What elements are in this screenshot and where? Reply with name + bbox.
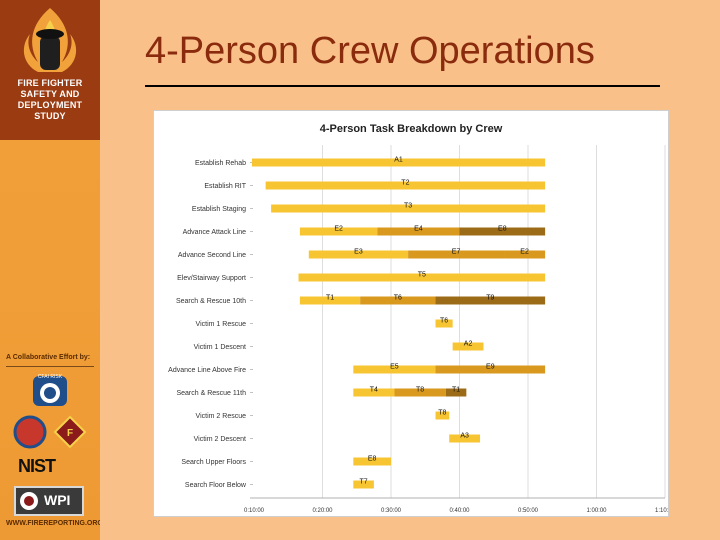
cfai-risk-icon — [40, 383, 60, 403]
website-link[interactable]: WWW.FIREREPORTING.ORG — [6, 520, 103, 527]
task-bar-segment — [308, 250, 409, 259]
task-bar-segment — [445, 388, 467, 397]
task-label: Search & Rescue 11th — [176, 390, 246, 397]
x-tick-label: 0:20:00 — [312, 508, 333, 514]
crew-label: T8 — [438, 410, 446, 417]
task-bar-segment — [459, 227, 546, 236]
crew-label: E7 — [452, 249, 461, 256]
task-label: Advance Second Line — [178, 252, 246, 259]
crew-label: T5 — [418, 272, 426, 279]
nist-logo: NIST — [18, 456, 56, 476]
task-bar-segment — [435, 319, 453, 328]
task-label: Search & Rescue 10th — [176, 298, 246, 305]
firefighter-logo-icon — [23, 8, 77, 72]
crew-label: E2 — [520, 249, 529, 256]
task-bar-segment — [394, 388, 446, 397]
task-bar-segment — [353, 365, 436, 374]
task-bar-segment — [377, 227, 460, 236]
task-label: Search Upper Floors — [181, 459, 246, 466]
crew-label: T1 — [326, 295, 334, 302]
crew-label: T6 — [394, 295, 402, 302]
task-bar-segment — [408, 250, 505, 259]
task-bar-segment — [271, 204, 546, 213]
crew-label: E9 — [486, 364, 495, 371]
task-label: Establish RIT — [204, 183, 246, 190]
task-label: Search Floor Below — [185, 482, 247, 489]
x-tick-label: 1:00:00 — [586, 508, 607, 514]
task-bar-segment — [360, 296, 436, 305]
crew-label: T4 — [370, 387, 378, 394]
task-bar-segment — [435, 411, 450, 420]
slide-title: 4-Person Crew Operations — [145, 30, 595, 72]
task-label: Advance Line Above Fire — [168, 367, 246, 374]
task-label: Advance Attack Line — [183, 229, 247, 236]
crew-label: E2 — [334, 226, 343, 233]
wpi-seal-icon — [20, 492, 38, 510]
task-bar-segment — [435, 296, 546, 305]
crew-label: E5 — [390, 364, 399, 371]
x-tick-label: 1:10:00 — [655, 508, 668, 514]
task-bar-segment — [504, 250, 546, 259]
task-label: Victim 1 Descent — [194, 344, 246, 351]
crew-label: T2 — [401, 180, 409, 187]
x-tick-label: 0:40:00 — [449, 508, 470, 514]
svg-text:F: F — [67, 428, 73, 439]
crew-label: T6 — [440, 318, 448, 325]
task-bar-segment — [299, 296, 361, 305]
chart-title: 4-Person Task Breakdown by Crew — [319, 123, 503, 135]
x-tick-label: 0:30:00 — [381, 508, 402, 514]
task-bar-segment — [299, 227, 378, 236]
task-label: Victim 2 Rescue — [196, 413, 247, 420]
task-label: Elev/Stairway Support — [177, 275, 246, 282]
collaborative-label: A Collaborative Effort by: — [6, 354, 91, 361]
crew-label: T9 — [486, 295, 494, 302]
wpi-label: WPI — [44, 492, 71, 508]
crew-label: E8 — [498, 226, 507, 233]
gantt-plot: 0:10:00 0:20:00 0:30:00 0:40:00 0:50:00 1:00:… — [168, 145, 668, 514]
task-label: Victim 2 Descent — [194, 436, 246, 443]
crew-label: T1 — [452, 387, 460, 394]
crew-label: A3 — [460, 433, 469, 440]
x-tick-label: 0:10:00 — [244, 508, 265, 514]
x-tick-label: 0:50:00 — [518, 508, 539, 514]
cfai-badge — [33, 376, 67, 406]
logo-text: FIRE FIGHTER SAFETY AND DEPLOYMENT STUDY — [17, 78, 83, 121]
task-bar-segment — [452, 342, 484, 351]
fire-department-badges-icon: F — [13, 415, 87, 449]
title-rule — [145, 85, 660, 87]
crew-label: E8 — [368, 456, 377, 463]
gantt-chart: 4-Person Task Breakdown by Crew 0:10:00 0… — [153, 110, 669, 517]
collab-rule — [6, 366, 94, 367]
crew-label: T7 — [360, 479, 368, 486]
title-area — [100, 0, 720, 105]
task-label: Establish Staging — [192, 206, 246, 213]
task-bar-segment — [353, 388, 395, 397]
task-bar-segment — [449, 434, 481, 443]
task-bar-segment — [265, 181, 546, 190]
task-bar-segment — [435, 365, 546, 374]
task-label: Establish Rehab — [195, 160, 246, 167]
crew-label: A1 — [394, 157, 403, 164]
wpi-logo: WPI — [14, 486, 84, 516]
task-bar-segment — [251, 158, 546, 167]
sidebar: FIRE FIGHTER SAFETY AND DEPLOYMENT STUDY… — [0, 0, 103, 540]
cfai-label: CFAI RISK — [37, 374, 63, 380]
crew-label: T3 — [404, 203, 412, 210]
task-label: Victim 1 Rescue — [196, 321, 247, 328]
crew-label: A2 — [464, 341, 473, 348]
crew-label: T8 — [416, 387, 424, 394]
task-bar-segment — [353, 457, 391, 466]
crew-label: E4 — [414, 226, 423, 233]
task-bar-segment — [353, 480, 374, 489]
logo: FIRE FIGHTER SAFETY AND DEPLOYMENT STUDY — [0, 0, 100, 140]
task-bar-segment — [298, 273, 546, 282]
crew-label: E3 — [354, 249, 363, 256]
